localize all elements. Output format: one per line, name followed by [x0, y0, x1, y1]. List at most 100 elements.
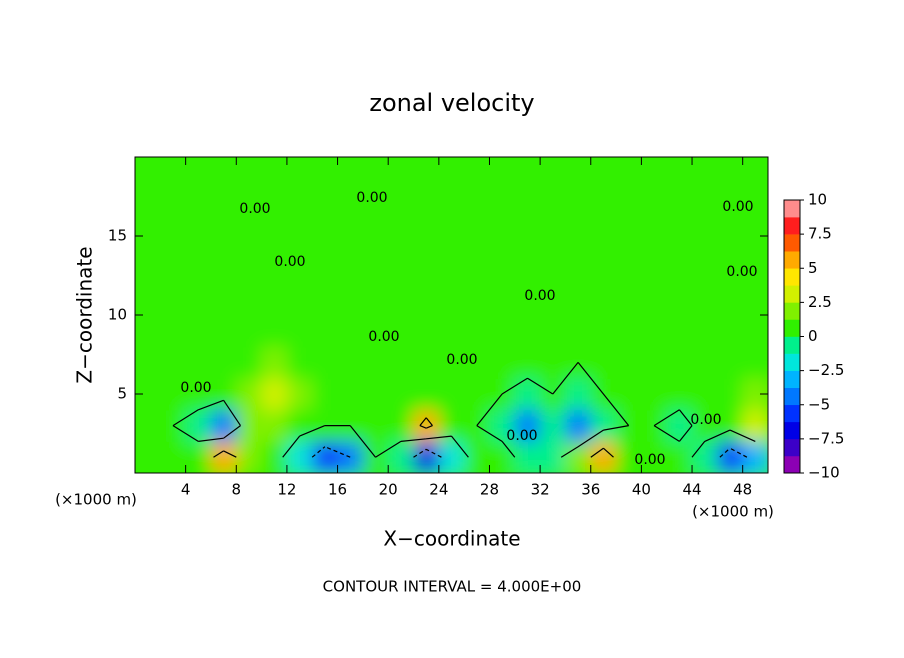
- field-cell: [135, 346, 161, 379]
- field-cell: [565, 188, 592, 221]
- field-cell: [464, 188, 490, 221]
- field-cell: [489, 283, 516, 316]
- field-cell: [185, 283, 212, 316]
- field-cell: [742, 188, 768, 221]
- field-cell: [540, 157, 566, 190]
- field-cell: [286, 188, 313, 221]
- field-cell: [464, 315, 490, 348]
- field-cell: [236, 188, 263, 221]
- field-cell: [641, 346, 668, 379]
- field-cell: [717, 409, 744, 442]
- field-cell: [185, 315, 212, 348]
- field-cell: [160, 441, 187, 473]
- field-cell: [261, 220, 288, 253]
- contour-line: [172, 362, 756, 458]
- field-cell: [185, 157, 212, 190]
- field-cell: [616, 188, 642, 221]
- field-cell: [362, 378, 389, 411]
- field-cell: [135, 283, 161, 316]
- field-cell: [717, 378, 744, 411]
- field-cell: [692, 409, 718, 442]
- field-cell: [514, 283, 541, 316]
- y-tick-label: 10: [108, 306, 127, 324]
- field-cell: [286, 251, 313, 284]
- field-cell: [413, 315, 440, 348]
- plot-frame: [134, 156, 769, 474]
- field-cell: [362, 220, 389, 253]
- field-cell: [388, 378, 415, 411]
- contour-label: 0.00: [274, 254, 305, 270]
- field-cell: [464, 378, 490, 411]
- field-cell: [717, 220, 744, 253]
- field-cell: [413, 346, 440, 379]
- field-cell: [641, 251, 668, 284]
- colorbar-tick-label: 2.5: [808, 293, 832, 311]
- field-cell: [666, 157, 693, 190]
- field-cell: [514, 315, 541, 348]
- field-cell: [337, 283, 364, 316]
- field-cell: [337, 157, 364, 190]
- x-tick-label: 40: [632, 481, 651, 499]
- field-cell: [489, 220, 516, 253]
- field-cell: [641, 220, 668, 253]
- field-cell: [742, 346, 768, 379]
- field-cell: [312, 441, 339, 473]
- field-cell: [236, 315, 263, 348]
- colorbar-swatch: [784, 336, 800, 354]
- colorbar-swatch: [784, 404, 800, 423]
- field-cell: [362, 188, 389, 221]
- field-cell: [210, 409, 237, 442]
- field-cell: [438, 157, 465, 190]
- field-cell: [514, 441, 541, 473]
- contour-label: 0.00: [446, 352, 477, 368]
- field-cell: [464, 283, 490, 316]
- field-cell: [185, 441, 212, 473]
- colorbar-tick-label: 10: [808, 191, 827, 209]
- contour-line: [213, 417, 614, 458]
- x-tick-label: 36: [581, 481, 600, 499]
- field-cell: [590, 283, 617, 316]
- field-cell: [135, 188, 161, 221]
- field-cell: [160, 188, 187, 221]
- field-cell: [717, 346, 744, 379]
- contour-label: 0.00: [180, 380, 211, 396]
- field-cell: [286, 220, 313, 253]
- colorbar-tick-label: −5: [808, 395, 830, 413]
- field-cell: [616, 315, 642, 348]
- colorbar-tick-label: 0: [808, 327, 818, 345]
- field-cell: [742, 251, 768, 284]
- field-cell: [616, 220, 642, 253]
- colorbar-swatch: [784, 370, 800, 388]
- contour-label: 0.00: [690, 412, 721, 428]
- field-cell: [286, 283, 313, 316]
- x-tick-label: 4: [181, 481, 191, 499]
- field-cell: [286, 378, 313, 411]
- field-cell: [135, 441, 161, 473]
- field-cell: [742, 409, 768, 442]
- field-cell: [565, 220, 592, 253]
- field-cell: [210, 251, 237, 284]
- field-cell: [236, 441, 263, 473]
- colorbar-swatch: [784, 234, 800, 252]
- field-cell: [666, 188, 693, 221]
- field-cell: [717, 157, 744, 190]
- field-cell: [565, 378, 592, 411]
- field-cell: [286, 157, 313, 190]
- field-cell: [210, 188, 237, 221]
- field-cell: [616, 441, 642, 473]
- y-tick-label: 5: [117, 385, 127, 403]
- field-cell: [135, 315, 161, 348]
- x-tick-label: 20: [379, 481, 398, 499]
- field-cell: [286, 346, 313, 379]
- field-cell: [514, 409, 541, 442]
- field-cell: [337, 220, 364, 253]
- field-cell: [362, 409, 389, 442]
- x-tick-label: 8: [232, 481, 242, 499]
- field-cell: [210, 441, 237, 473]
- x-unit-label: (×1000 m): [55, 491, 137, 509]
- colorbar-swatch: [784, 268, 800, 286]
- overlay: 4 8 12 16 20 24 28 32 36 40 44 48510150.000.000.000…: [108, 157, 844, 499]
- field-cell: [160, 251, 187, 284]
- field-cell: [692, 157, 718, 190]
- x-tick-label: 44: [682, 481, 701, 499]
